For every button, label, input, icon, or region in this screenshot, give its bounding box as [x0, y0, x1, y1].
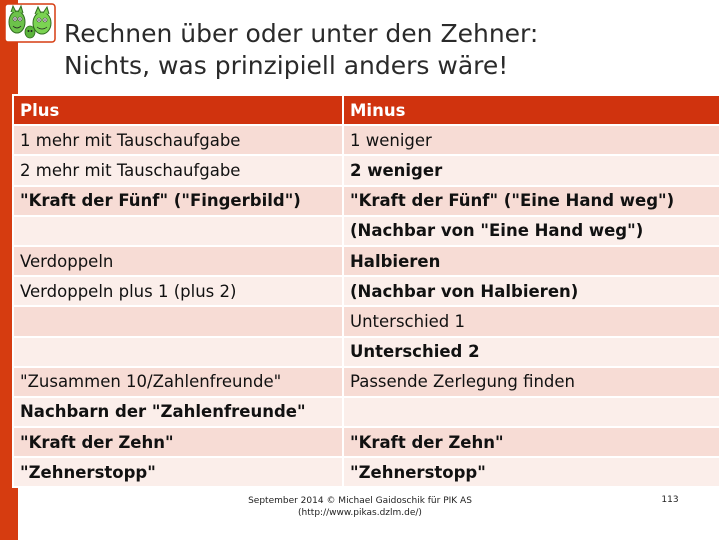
- header-minus: Minus: [342, 93, 720, 127]
- table-row: 2 mehr mit Tauschaufgabe 2 weniger: [12, 154, 720, 187]
- cell-plus: Verdoppeln plus 1 (plus 2): [12, 275, 344, 308]
- cell-minus: [342, 395, 720, 429]
- table-row: Unterschied 1: [12, 305, 720, 338]
- logo-icon: [4, 3, 56, 43]
- slide-title-line-1: Rechnen über oder unter den Zehner:: [64, 19, 539, 48]
- cell-minus: Passende Zerlegung finden: [342, 365, 720, 398]
- table-row: "Kraft der Fünf" ("Fingerbild") "Kraft d…: [12, 184, 720, 217]
- cell-plus: [12, 214, 344, 247]
- table-row: 1 mehr mit Tauschaufgabe 1 weniger: [12, 124, 720, 157]
- table-row: "Zusammen 10/Zahlenfreunde" Passende Zer…: [12, 365, 720, 398]
- footer-credit: September 2014 © Michael Gaidoschik für …: [200, 495, 520, 519]
- cell-minus: 1 weniger: [342, 124, 720, 157]
- cell-plus: "Kraft der Zehn": [12, 426, 344, 459]
- cell-minus: "Zehnerstopp": [342, 456, 720, 489]
- footer-line-1: September 2014 © Michael Gaidoschik für …: [248, 496, 472, 506]
- cell-minus: (Nachbar von "Eine Hand weg"): [342, 214, 720, 247]
- cell-plus: [12, 335, 344, 368]
- cell-plus: Nachbarn der "Zahlenfreunde": [12, 395, 344, 429]
- table-row: Unterschied 2: [12, 335, 720, 368]
- cell-plus: [12, 305, 344, 338]
- table-row: Verdoppeln plus 1 (plus 2) (Nachbar von …: [12, 275, 720, 308]
- table-row: "Kraft der Zehn" "Kraft der Zehn": [12, 426, 720, 459]
- table-header-row: Plus Minus: [12, 93, 720, 127]
- cell-plus: "Zehnerstopp": [12, 456, 344, 489]
- table-row: Nachbarn der "Zahlenfreunde": [12, 395, 720, 429]
- cell-minus: 2 weniger: [342, 154, 720, 187]
- footer-link[interactable]: (http://www.pikas.dzlm.de/): [298, 508, 422, 518]
- header-plus: Plus: [12, 93, 344, 127]
- table-row: "Zehnerstopp" "Zehnerstopp": [12, 456, 720, 489]
- cell-minus: Unterschied 1: [342, 305, 720, 338]
- cell-minus: (Nachbar von Halbieren): [342, 275, 720, 308]
- page-number: 113: [661, 495, 679, 505]
- cell-minus: "Kraft der Fünf" ("Eine Hand weg"): [342, 184, 720, 217]
- cell-plus: "Zusammen 10/Zahlenfreunde": [12, 365, 344, 398]
- cell-plus: "Kraft der Fünf" ("Fingerbild"): [12, 184, 344, 217]
- cell-plus: Verdoppeln: [12, 244, 344, 278]
- cell-minus: Halbieren: [342, 244, 720, 278]
- cell-minus: "Kraft der Zehn": [342, 426, 720, 459]
- cell-plus: 1 mehr mit Tauschaufgabe: [12, 124, 344, 157]
- table-row: Verdoppeln Halbieren: [12, 244, 720, 278]
- table-row: (Nachbar von "Eine Hand weg"): [12, 214, 720, 247]
- cell-minus: Unterschied 2: [342, 335, 720, 368]
- slide-title-line-2: Nichts, was prinzipiell anders wäre!: [64, 51, 509, 80]
- slide-title: Rechnen über oder unter den Zehner: Nich…: [64, 18, 704, 82]
- strategy-table: Plus Minus 1 mehr mit Tauschaufgabe 1 we…: [12, 93, 720, 489]
- cell-plus: 2 mehr mit Tauschaufgabe: [12, 154, 344, 187]
